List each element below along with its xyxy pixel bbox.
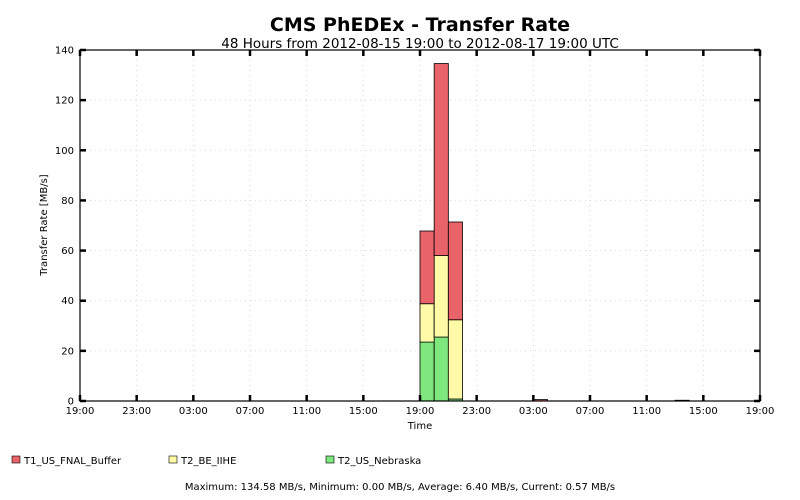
- x-tick-label: 07:00: [576, 406, 605, 417]
- bar-t2-be-iihe: [447, 319, 463, 400]
- y-tick-label: 140: [55, 46, 74, 57]
- bar-t1-us-fnal-buffer: [433, 63, 449, 256]
- bar-t2-be-iihe: [419, 303, 435, 343]
- bar-t2-us-nebraska: [419, 341, 435, 402]
- y-tick-label: 120: [55, 96, 74, 107]
- y-tick-label: 40: [61, 296, 74, 307]
- legend-swatch: [11, 455, 21, 464]
- x-tick-label: 11:00: [632, 406, 661, 417]
- y-tick-label: 80: [61, 196, 74, 207]
- y-tick-label: 100: [55, 146, 74, 157]
- x-tick-label: 07:00: [236, 406, 265, 417]
- bar-t2-be-iihe: [433, 255, 449, 338]
- bar-t2-us-nebraska: [433, 336, 449, 402]
- chart-footer: Maximum: 134.58 MB/s, Minimum: 0.00 MB/s…: [185, 482, 615, 493]
- x-tick-label: 03:00: [179, 406, 208, 417]
- legend-swatch: [325, 455, 335, 464]
- x-tick-label: 23:00: [462, 406, 491, 417]
- axis-ticks: 0 20 40 60 80 100 120 140 19:00 23:00 03:00 07:00 11…: [55, 46, 775, 418]
- legend-label: T1_US_FNAL_Buffer: [23, 456, 122, 467]
- x-tick-label: 19:00: [406, 406, 435, 417]
- bar-t1-us-fnal-buffer: [447, 221, 463, 321]
- x-tick-label: 19:00: [746, 406, 775, 417]
- x-tick-label: 19:00: [66, 406, 95, 417]
- x-tick-label: 15:00: [689, 406, 718, 417]
- y-tick-label: 60: [61, 246, 74, 257]
- x-tick-label: 15:00: [349, 406, 378, 417]
- bar-series: [419, 63, 690, 402]
- y-tick-label: 20: [61, 346, 74, 357]
- x-tick-label: 23:00: [122, 406, 151, 417]
- bar-t1-us-fnal-buffer: [419, 230, 435, 305]
- y-axis-label: Transfer Rate [MB/s]: [39, 174, 50, 276]
- legend-label: T2_BE_IIHE: [180, 456, 236, 467]
- legend: T1_US_FNAL_Buffer T2_BE_IIHE T2_US_Nebrask…: [11, 455, 421, 467]
- x-tick-label: 03:00: [519, 406, 548, 417]
- chart-subtitle: 48 Hours from 2012-08-15 19:00 to 2012-0…: [221, 36, 619, 52]
- chart-title: CMS PhEDEx - Transfer Rate: [270, 14, 570, 36]
- legend-label: T2_US_Nebraska: [337, 456, 421, 467]
- x-tick-label: 11:00: [292, 406, 321, 417]
- x-axis-label: Time: [407, 421, 432, 432]
- y-tick-label: 0: [68, 397, 74, 408]
- legend-swatch: [168, 455, 178, 464]
